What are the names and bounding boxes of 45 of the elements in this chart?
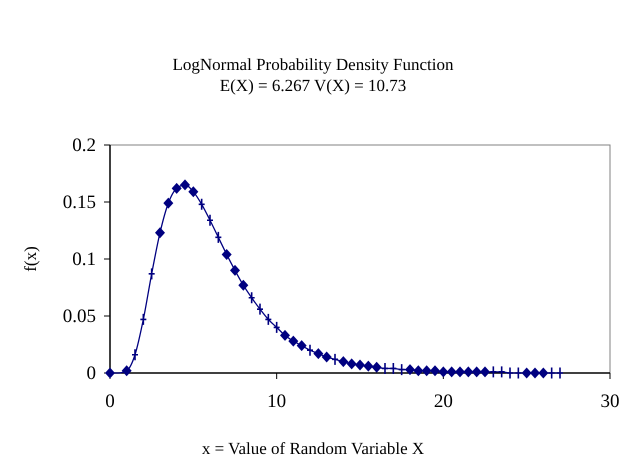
point bbox=[405, 364, 415, 376]
point bbox=[338, 356, 348, 368]
y-tick-label: 0.15 bbox=[62, 192, 96, 213]
y-tick-label: 0 bbox=[86, 363, 96, 384]
x-tick-label: 30 bbox=[600, 391, 620, 412]
point bbox=[455, 366, 465, 378]
x-tick-label: 10 bbox=[267, 391, 286, 412]
point bbox=[180, 179, 190, 190]
y-tick-label: 0.2 bbox=[72, 135, 96, 156]
point bbox=[422, 365, 432, 376]
point bbox=[538, 368, 548, 378]
point bbox=[346, 358, 357, 370]
y-axis-title: f(x) bbox=[21, 246, 40, 272]
y-tick-label: 0.05 bbox=[62, 306, 96, 327]
point bbox=[155, 227, 165, 238]
point bbox=[172, 182, 182, 194]
point bbox=[463, 366, 474, 378]
point bbox=[446, 366, 457, 378]
y-tick-label: 0.1 bbox=[72, 249, 96, 270]
point bbox=[480, 366, 490, 378]
point bbox=[438, 366, 448, 378]
point bbox=[355, 360, 365, 371]
point bbox=[280, 330, 290, 341]
point bbox=[163, 198, 174, 209]
x-axis-title: x = Value of Random Variable X bbox=[202, 439, 424, 458]
point bbox=[222, 248, 232, 260]
chart-title: LogNormal Probability Density Function bbox=[172, 55, 454, 74]
point bbox=[296, 340, 307, 352]
point bbox=[372, 362, 382, 373]
x-tick-label: 0 bbox=[105, 391, 115, 412]
point bbox=[122, 365, 132, 376]
point bbox=[238, 280, 248, 291]
point bbox=[313, 348, 324, 360]
point bbox=[430, 365, 440, 376]
point bbox=[472, 366, 482, 378]
point bbox=[188, 186, 198, 198]
point bbox=[322, 352, 332, 363]
point bbox=[530, 368, 540, 378]
point bbox=[230, 264, 240, 276]
point bbox=[363, 360, 374, 372]
chart-subtitle: E(X) = 6.267 V(X) = 10.73 bbox=[220, 76, 406, 95]
point bbox=[288, 336, 298, 347]
point bbox=[413, 365, 424, 376]
point bbox=[522, 368, 532, 378]
x-tick-label: 20 bbox=[434, 391, 453, 412]
